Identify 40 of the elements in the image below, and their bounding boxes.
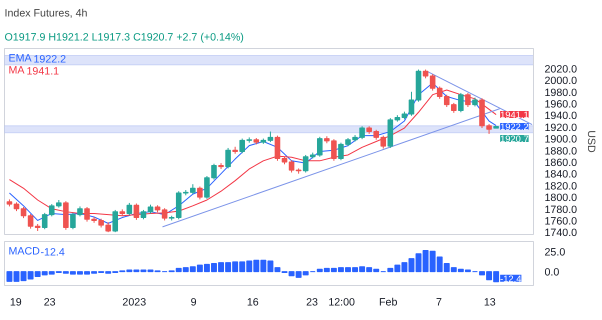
y-tick-label: 1920.0: [544, 122, 578, 134]
text: 1922.2: [34, 54, 66, 66]
y-tick-label: 1840.0: [544, 168, 578, 181]
x-tick-label: 9: [190, 296, 197, 308]
data-label: 1941.1: [500, 110, 529, 120]
text: MA: [8, 64, 26, 76]
text: 1941.1: [26, 66, 60, 78]
y-tick-label: 1780.0: [544, 204, 578, 216]
y-tick-label: 1900.0: [544, 134, 578, 146]
y-tick-label: 2020.0: [544, 63, 578, 76]
y-tick-label: 1860.0: [544, 156, 578, 169]
y-tick-label: 1940.0: [544, 110, 578, 122]
y-tick-label: 1880.0: [544, 145, 578, 158]
y-tick-label: 1800.0: [544, 192, 578, 204]
x-tick-label: 13: [484, 296, 496, 308]
text: -12.4: [40, 246, 65, 258]
y-tick-label: 0.0: [544, 266, 560, 279]
y-tick-label: 2000.0: [544, 75, 578, 88]
x-tick-label: 23: [306, 296, 318, 308]
annotation: 1920.7: [500, 134, 529, 144]
x-tick-label: 2023: [122, 296, 146, 308]
chart-title: Index Futures, 4h: [4, 8, 88, 20]
y-axis-title: USD: [585, 130, 598, 154]
x-tick-label: Feb: [379, 296, 398, 308]
y-tick-label: 1820.0: [544, 180, 578, 192]
x-tick-label: 19: [10, 296, 22, 308]
y-tick-label: 1760.0: [544, 215, 578, 228]
x-tick-label: 12:00: [328, 296, 356, 308]
data-label: 1922.2: [500, 122, 529, 132]
y-tick-label: 1980.0: [544, 86, 578, 99]
x-tick-label: 7: [436, 296, 442, 308]
x-tick-label: 16: [246, 296, 259, 308]
text: O1917.9 H1921.2 L1917.3 C1920.7 +2.7 (+0.14%): [4, 32, 244, 44]
series-label: MACD: [8, 246, 40, 258]
x-tick-label: 23: [44, 296, 56, 308]
y-tick-label: 25.0: [544, 246, 566, 258]
y-tick-label: 1960.0: [544, 98, 578, 110]
annotation: -12.4: [500, 274, 522, 284]
y-tick-label: 1740.0: [544, 227, 578, 240]
text: EMA: [8, 52, 32, 64]
